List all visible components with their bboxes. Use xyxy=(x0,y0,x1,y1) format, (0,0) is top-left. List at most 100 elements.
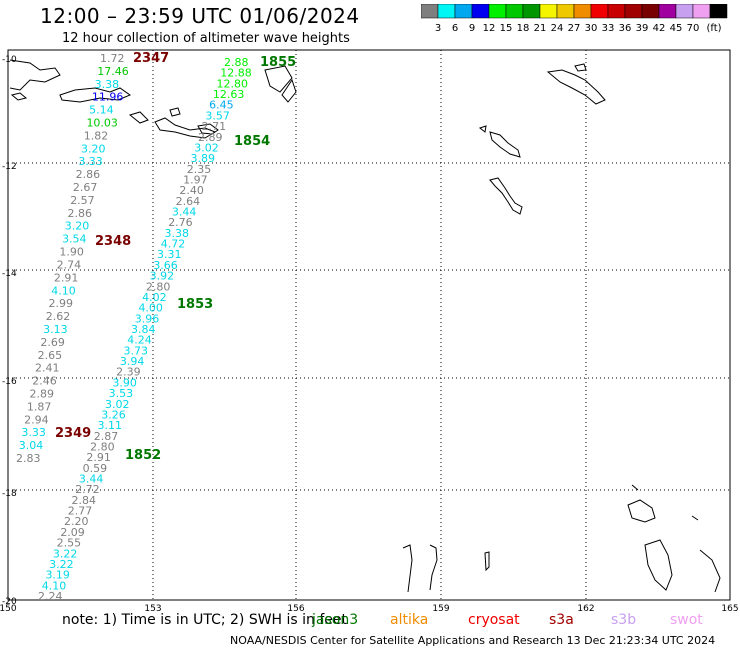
wave-height-label: 12.88 xyxy=(220,67,252,80)
wave-height-label: 2.69 xyxy=(40,336,65,349)
wave-height-label: 3.13 xyxy=(43,323,67,336)
wave-height-label: 3.38 xyxy=(95,78,120,91)
wave-height-label: 2.99 xyxy=(49,297,74,310)
pass-time-label: 2349 xyxy=(55,426,91,441)
wave-height-label: 17.46 xyxy=(97,65,128,78)
pass-time-label: 2348 xyxy=(95,234,131,249)
colorbar-swatch xyxy=(454,4,473,19)
wave-height-label: 5.14 xyxy=(89,104,114,117)
page-subtitle: 12 hour collection of altimeter wave hei… xyxy=(62,31,350,46)
wave-height-label: 11.96 xyxy=(92,91,124,104)
wave-height-label: 3.66 xyxy=(153,259,178,272)
altimeter-track-a: 1.7217.463.3811.965.1410.031.823.203.332… xyxy=(16,52,129,465)
colorbar-swatch xyxy=(658,4,677,19)
satellite-label-swot: swot xyxy=(670,612,703,628)
wave-height-label: 3.96 xyxy=(135,312,160,325)
wave-height-label: 0.59 xyxy=(83,462,108,475)
colorbar-swatch xyxy=(675,4,694,19)
longitude-label: 150 xyxy=(0,604,17,614)
wave-height-label: 2.40 xyxy=(179,184,204,197)
wave-height-label: 3.19 xyxy=(45,569,70,582)
colorbar-label: 3 xyxy=(435,23,441,34)
wave-height-label: 3.53 xyxy=(109,387,133,400)
colorbar-label: 24 xyxy=(551,23,564,34)
wave-height-label: 12.63 xyxy=(213,88,245,101)
page-title: 12:00 – 23:59 UTC 01/06/2024 xyxy=(40,4,360,28)
wave-height-label: 2.77 xyxy=(68,505,93,518)
wave-height-label: 1.97 xyxy=(183,173,208,186)
colorbar-swatch xyxy=(573,4,592,19)
pass-time-label: 1853 xyxy=(177,297,213,312)
wave-height-label: 3.33 xyxy=(78,155,103,168)
wave-height-label: 2.55 xyxy=(57,537,82,550)
colorbar-label: 36 xyxy=(619,23,632,34)
colorbar-swatch xyxy=(624,4,643,19)
colorbar-swatch xyxy=(471,4,490,19)
wave-height-label: 3.02 xyxy=(194,141,219,154)
wave-height-label: 4.10 xyxy=(51,284,76,297)
wave-height-label: 2.65 xyxy=(38,349,63,362)
wave-height-label: 3.84 xyxy=(131,323,156,336)
longitude-label: 156 xyxy=(287,604,304,614)
pass-time-label: 1852 xyxy=(125,448,161,463)
wave-height-label: 4.72 xyxy=(161,238,186,251)
colorbar-swatch xyxy=(437,4,456,19)
wave-height-label: 1.87 xyxy=(27,400,51,413)
wave-height-label: 2.84 xyxy=(71,494,96,507)
wave-height-label: 2.80 xyxy=(90,440,115,453)
wave-height-label: 3.92 xyxy=(150,270,175,283)
wave-height-label: 2.80 xyxy=(146,280,171,293)
colorbar-swatch xyxy=(556,4,575,19)
wave-height-label: 4.10 xyxy=(42,579,67,592)
colorbar-label: 18 xyxy=(517,23,530,34)
wave-height-label: 1.90 xyxy=(59,246,84,259)
wave-height-label: 2.71 xyxy=(202,120,227,133)
wave-height-label: 2.24 xyxy=(38,590,63,603)
wave-height-label: 3.44 xyxy=(79,473,104,486)
colorbar-label: 45 xyxy=(670,23,683,34)
wave-height-label: 2.64 xyxy=(176,195,201,208)
wave-height-label: 12.80 xyxy=(217,77,249,90)
longitude-label: 159 xyxy=(432,604,449,614)
pass-time-label: 1854 xyxy=(234,134,270,149)
wave-height-label: 3.44 xyxy=(172,206,197,219)
wave-height-label: 2.62 xyxy=(46,310,71,323)
wave-height-label: 3.26 xyxy=(101,408,126,421)
wave-height-label: 2.86 xyxy=(76,168,101,181)
satellite-label-s3b: s3b xyxy=(611,612,637,628)
colorbar-swatch xyxy=(709,4,728,19)
wave-height-colorbar: 3 6 9 12 15 18 21 24 27 30 33 36 39 42 45 70 (ft) xyxy=(421,4,728,34)
colorbar-label: 33 xyxy=(602,23,615,34)
longitude-label: 153 xyxy=(144,604,161,614)
wave-height-label: 2.72 xyxy=(75,483,100,496)
wave-height-label: 2.88 xyxy=(224,56,249,69)
colorbar-label: 39 xyxy=(636,23,649,34)
colorbar-swatch xyxy=(488,4,507,19)
wave-height-label: 3.38 xyxy=(164,227,189,240)
latitude-label: -10 xyxy=(2,55,17,65)
latitude-label: -16 xyxy=(2,377,17,387)
colorbar-label: (ft) xyxy=(706,23,721,34)
wave-height-label: 2.89 xyxy=(198,131,223,144)
wave-height-label: 2.86 xyxy=(67,207,92,220)
pass-time-labels: 2347 1855 1854 2348 1853 2349 1852 xyxy=(55,51,296,463)
wave-height-label: 3.90 xyxy=(112,376,136,389)
wave-height-label: 3.57 xyxy=(205,109,230,122)
wave-height-label: 3.94 xyxy=(120,355,145,368)
wave-height-label: 2.87 xyxy=(94,430,119,443)
wave-height-label: 10.03 xyxy=(86,117,118,130)
colorbar-label: 70 xyxy=(687,23,700,34)
colorbar-swatch xyxy=(539,4,558,19)
wave-height-label: 2.39 xyxy=(116,366,140,379)
longitude-label: 162 xyxy=(577,604,594,614)
colorbar-label: 42 xyxy=(653,23,666,34)
wave-height-label: 3.73 xyxy=(124,344,149,357)
wave-height-label: 1.82 xyxy=(84,129,109,142)
latitude-label: -20 xyxy=(2,597,17,607)
longitude-label: 165 xyxy=(721,604,738,614)
wave-height-label: 3.11 xyxy=(98,419,123,432)
wave-height-label: 3.20 xyxy=(65,220,90,233)
colorbar-label: 12 xyxy=(483,23,496,34)
wave-height-label: 3.33 xyxy=(21,426,46,439)
